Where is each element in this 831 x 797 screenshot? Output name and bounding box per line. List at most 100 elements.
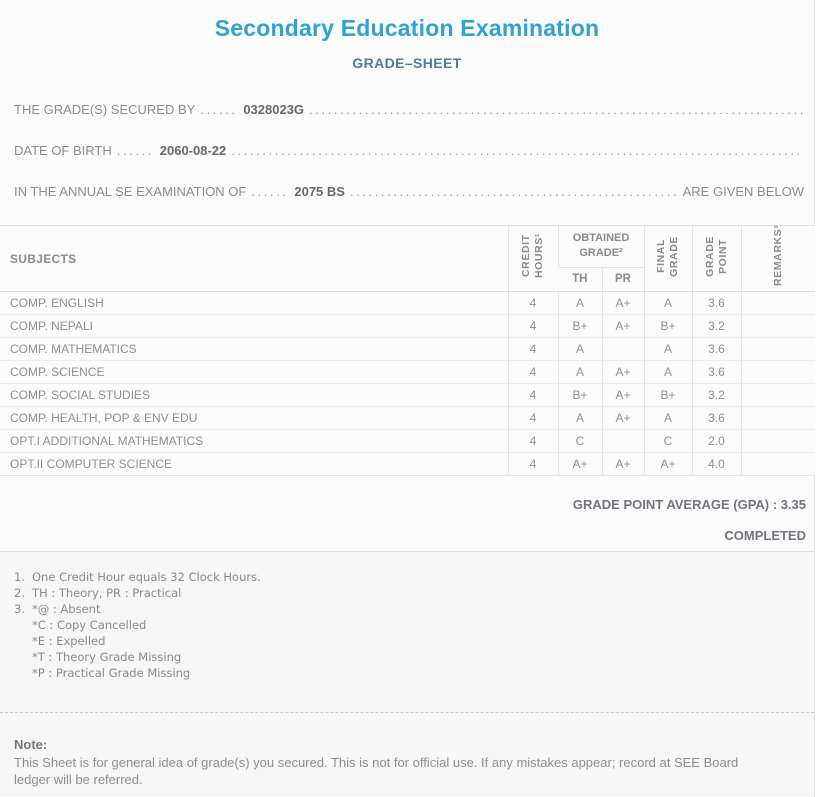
- grade-point-cell: 3.6: [691, 337, 742, 361]
- footnote-text: *C : Copy Cancelled: [32, 618, 147, 632]
- remarks-cell: [740, 383, 816, 407]
- grades-table: SUBJECTS CREDIT HOURS¹ OBTAINED GRADE² F…: [0, 225, 816, 476]
- dot-leader: ........................................…: [309, 102, 804, 117]
- remarks-cell: [740, 360, 816, 384]
- subject-cell: COMP. HEALTH, POP & ENV EDU: [10, 411, 198, 425]
- footnote-text: *@ : Absent: [32, 602, 101, 616]
- date-of-birth-label: DATE OF BIRTH: [14, 143, 112, 158]
- pr-grade-cell: [601, 429, 645, 453]
- table-row: COMP. HEALTH, POP & ENV EDU 4 A A+ A 3.6: [0, 406, 816, 430]
- th-grade-cell: A: [557, 291, 602, 315]
- grades-table-body: COMP. ENGLISH 4 A A+ A 3.6 COMP. NEPALI …: [0, 291, 816, 476]
- subject-cell: COMP. NEPALI: [10, 319, 93, 333]
- footnote-marker: 1.: [14, 570, 25, 584]
- th-grade-cell: A: [557, 337, 602, 361]
- subject-cell: COMP. SOCIAL STUDIES: [10, 388, 151, 402]
- table-row: COMP. MATHEMATICS 4 A A 3.6: [0, 337, 816, 361]
- dot-leader: ........................................…: [231, 143, 804, 158]
- subject-cell: OPT.I ADDITIONAL MATHEMATICS: [10, 434, 204, 448]
- dashed-divider: [0, 712, 814, 713]
- pr-grade-cell: A+: [601, 314, 645, 338]
- status-badge: COMPLETED: [724, 528, 806, 543]
- candidate-info: THE GRADE(S) SECURED BY ................…: [0, 102, 814, 199]
- credit-cell: 4: [507, 314, 558, 338]
- grade-sheet-main: Secondary Education Examination GRADE–SH…: [0, 15, 816, 552]
- pr-grade-cell: A+: [601, 406, 645, 430]
- grade-sheet-footer: 1. One Credit Hour equals 32 Clock Hours…: [0, 552, 814, 796]
- subject-cell: OPT.II COMPUTER SCIENCE: [10, 457, 173, 471]
- final-grade-cell: A: [643, 337, 693, 361]
- final-grade-header: FINAL GRADE: [643, 225, 693, 292]
- page-title: Secondary Education Examination: [214, 15, 600, 41]
- footnote-text: *T : Theory Grade Missing: [32, 650, 182, 664]
- footnote-item: 1. One Credit Hour equals 32 Clock Hours…: [14, 569, 814, 585]
- page-subtitle: GRADE–SHEET: [352, 55, 462, 71]
- credit-cell: 4: [507, 452, 558, 476]
- remarks-cell: [740, 429, 816, 453]
- final-grade-cell: A+: [643, 452, 693, 476]
- credit-cell: 4: [507, 360, 558, 384]
- remarks-header: REMARKS³: [740, 225, 816, 292]
- subject-cell: COMP. MATHEMATICS: [10, 342, 137, 356]
- footnote-item: 3. *@ : Absent *C : Copy Cancelled *E : …: [14, 601, 814, 681]
- final-grade-cell: C: [643, 429, 693, 453]
- grade-point-cell: 3.6: [691, 406, 742, 430]
- credit-cell: 4: [507, 429, 558, 453]
- grade-point-header: GRADE POINT: [691, 225, 742, 292]
- th-grade-cell: A+: [557, 452, 602, 476]
- table-row: OPT.I ADDITIONAL MATHEMATICS 4 C C 2.0: [0, 429, 816, 453]
- dot-leader: ........................................…: [200, 102, 238, 117]
- credit-cell: 4: [507, 337, 558, 361]
- date-of-birth-line: DATE OF BIRTH ..........................…: [0, 143, 814, 158]
- final-grade-cell: A: [643, 360, 693, 384]
- footnote-text: *P : Practical Grade Missing: [32, 666, 191, 680]
- th-grade-cell: A: [557, 406, 602, 430]
- gpa-summary: GRADE POINT AVERAGE (GPA) : 3.35: [0, 497, 814, 512]
- remarks-cell: [740, 406, 816, 430]
- remarks-cell: [740, 291, 816, 315]
- practical-header: PR: [601, 266, 645, 292]
- grade-point-cell: 3.2: [691, 383, 742, 407]
- dot-leader: ........................................…: [251, 184, 289, 199]
- grade-point-cell: 3.6: [691, 291, 742, 315]
- secured-by-label: THE GRADE(S) SECURED BY: [14, 102, 196, 117]
- grade-point-cell: 3.6: [691, 360, 742, 384]
- remarks-cell: [740, 337, 816, 361]
- date-of-birth-value: 2060-08-22: [159, 143, 227, 158]
- examination-year-value: 2075 BS: [294, 184, 345, 199]
- note-text: This Sheet is for general idea of grade(…: [14, 755, 739, 787]
- gpa-value: 3.35: [780, 497, 806, 512]
- theory-header: TH: [558, 266, 602, 292]
- subjects-header: SUBJECTS: [10, 251, 77, 266]
- final-grade-cell: A: [643, 291, 693, 315]
- table-row: COMP. ENGLISH 4 A A+ A 3.6: [0, 291, 816, 315]
- final-grade-cell: B+: [643, 314, 693, 338]
- th-grade-cell: C: [557, 429, 602, 453]
- footnote-marker: 2.: [14, 586, 25, 600]
- grade-point-cell: 4.0: [691, 452, 742, 476]
- pr-grade-cell: A+: [601, 452, 645, 476]
- remarks-cell: [740, 452, 816, 476]
- note-title: Note:: [14, 737, 48, 752]
- gpa-label: GRADE POINT AVERAGE (GPA) :: [572, 497, 778, 512]
- credit-hours-header: CREDIT HOURS¹: [507, 225, 558, 292]
- examination-label: IN THE ANNUAL SE EXAMINATION OF: [14, 184, 247, 199]
- table-row: COMP. SOCIAL STUDIES 4 B+ A+ B+ 3.2: [0, 383, 816, 407]
- grades-table-header: SUBJECTS CREDIT HOURS¹ OBTAINED GRADE² F…: [0, 225, 816, 292]
- secured-by-line: THE GRADE(S) SECURED BY ................…: [0, 102, 814, 117]
- pr-grade-cell: A+: [601, 360, 645, 384]
- grade-point-cell: 3.2: [691, 314, 742, 338]
- remarks-cell: [740, 314, 816, 338]
- footnote-text: One Credit Hour equals 32 Clock Hours.: [32, 570, 261, 584]
- pr-grade-cell: A+: [601, 383, 645, 407]
- symbol-number-value: 0328023G: [243, 102, 305, 117]
- subject-cell: COMP. SCIENCE: [10, 365, 105, 379]
- examination-line: IN THE ANNUAL SE EXAMINATION OF ........…: [0, 184, 814, 199]
- table-row: COMP. NEPALI 4 B+ A+ B+ 3.2: [0, 314, 816, 338]
- dot-leader: ........................................…: [116, 143, 155, 158]
- pr-grade-cell: [601, 337, 645, 361]
- footnote-text: TH : Theory, PR : Practical: [32, 586, 182, 600]
- th-grade-cell: B+: [557, 383, 602, 407]
- dot-leader: ........................................…: [349, 184, 677, 199]
